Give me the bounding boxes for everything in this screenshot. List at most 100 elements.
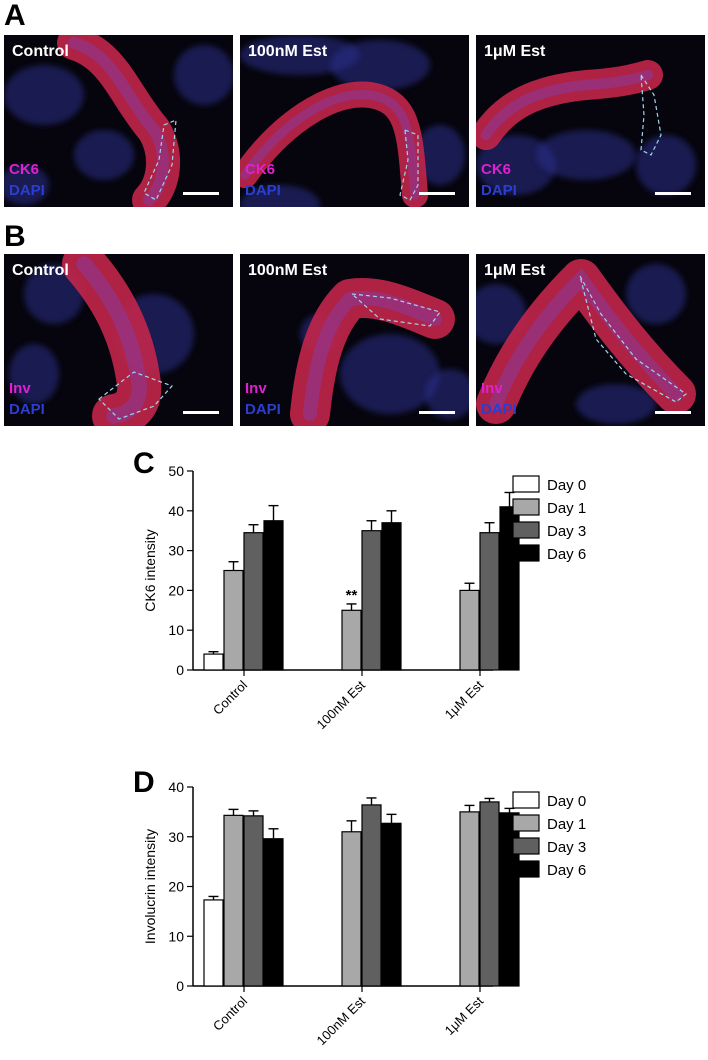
scale-bar <box>655 192 691 195</box>
stain-marker-label: CK6 <box>481 161 512 178</box>
y-tick-label: 20 <box>168 879 184 895</box>
x-tick-label: Control <box>210 993 250 1033</box>
bar-day-3 <box>361 530 382 671</box>
bar-day-1 <box>341 831 362 987</box>
bar-day-1 <box>459 811 480 987</box>
legend-swatch <box>512 837 540 855</box>
bar-day-0 <box>203 653 224 671</box>
y-tick-label: 40 <box>168 779 184 795</box>
y-tick-label: 30 <box>168 543 184 559</box>
legend-label: Day 3 <box>547 839 586 856</box>
stain-marker-label: Inv <box>245 380 267 397</box>
legend-label: Day 0 <box>547 477 586 494</box>
bar-day-3 <box>479 532 500 671</box>
panel-letter-a: A <box>4 0 26 32</box>
y-tick-label: 30 <box>168 829 184 845</box>
legend-label: Day 1 <box>547 816 586 833</box>
scale-bar <box>419 411 455 414</box>
dapi-label: DAPI <box>9 182 45 199</box>
legend-swatch <box>512 791 540 809</box>
bar-day-1 <box>341 609 362 671</box>
dapi-label: DAPI <box>245 401 281 418</box>
y-axis-label: Involucrin intensity <box>142 829 158 944</box>
y-tick-label: 50 <box>168 463 184 479</box>
legend-swatch <box>512 521 540 539</box>
dapi-label: DAPI <box>481 401 517 418</box>
bar-day-3 <box>243 532 264 671</box>
bar-day-6 <box>381 822 402 987</box>
scale-bar <box>655 411 691 414</box>
tissue-stain-image <box>476 60 696 195</box>
y-tick-label: 10 <box>168 928 184 944</box>
micrograph-panel-b-3: 1μM Est Inv DAPI <box>476 254 705 426</box>
condition-label: 100nM Est <box>248 262 328 279</box>
region-outline <box>350 293 441 327</box>
bar-day-3 <box>479 801 500 987</box>
micrograph-panel-a-3: 1μM Est CK6 DAPI <box>476 35 705 207</box>
dapi-label: DAPI <box>481 182 517 199</box>
involucrin-intensity-chart: 0 10 20 30 40 Involucrin intensity Control 100n… <box>142 779 586 1048</box>
tissue-stain-image <box>476 259 696 424</box>
panel-letter-b: B <box>4 220 26 253</box>
dapi-label: DAPI <box>245 182 281 199</box>
stain-marker-label: Inv <box>481 380 503 397</box>
condition-label: 1μM Est <box>484 43 546 60</box>
scale-bar <box>183 411 219 414</box>
legend-swatch <box>512 544 540 562</box>
legend-label: Day 3 <box>547 523 586 540</box>
significance-marker: ** <box>346 587 358 604</box>
y-tick-label: 0 <box>176 978 184 994</box>
panel-letter-c: C <box>133 447 155 480</box>
bar-day-6 <box>263 838 284 987</box>
legend-label: Day 6 <box>547 546 586 563</box>
tissue-stain-image <box>9 254 194 426</box>
legend-label: Day 6 <box>547 862 586 879</box>
micrograph-panel-b-2: 100nM Est Inv DAPI <box>240 254 469 426</box>
region-outline <box>579 275 688 403</box>
y-tick-label: 10 <box>168 622 184 638</box>
dapi-label: DAPI <box>9 401 45 418</box>
condition-label: Control <box>12 262 69 279</box>
bar-day-6 <box>381 522 402 671</box>
scale-bar <box>419 192 455 195</box>
tissue-stain-image <box>4 35 233 207</box>
y-tick-label: 0 <box>176 662 184 678</box>
x-tick-label: Control <box>210 677 250 717</box>
bar-day-3 <box>361 804 382 987</box>
bar-day-1 <box>223 569 244 671</box>
tissue-stain-image <box>290 278 469 426</box>
panel-letter-d: D <box>133 766 155 799</box>
condition-label: 100nM Est <box>248 43 328 60</box>
stain-marker-label: Inv <box>9 380 31 397</box>
y-axis-label: CK6 intensity <box>142 529 158 611</box>
stain-marker-label: CK6 <box>9 161 40 178</box>
legend-label: Day 1 <box>547 500 586 517</box>
x-tick-label: 1μM Est <box>442 677 487 722</box>
micrograph-panel-b-1: Control Inv DAPI <box>4 254 233 426</box>
y-tick-label: 40 <box>168 503 184 519</box>
micrograph-panel-a-2: 100nM Est CK6 DAPI <box>240 35 469 207</box>
legend-swatch <box>512 475 540 493</box>
region-outline <box>98 371 174 420</box>
scale-bar <box>183 192 219 195</box>
x-tick-label: 100nM Est <box>314 677 369 732</box>
x-tick-label: 1μM Est <box>442 993 487 1038</box>
ck6-intensity-chart: 0 10 20 30 40 50 CK6 intensity Control 100nM Est… <box>142 463 586 732</box>
tissue-stain-image <box>240 35 465 207</box>
legend-swatch <box>512 860 540 878</box>
condition-label: Control <box>12 43 69 60</box>
x-tick-label: 100nM Est <box>314 993 369 1048</box>
legend-label: Day 0 <box>547 793 586 810</box>
bar-day-0 <box>203 899 224 987</box>
legend-swatch <box>512 498 540 516</box>
bar-day-6 <box>263 520 284 671</box>
legend-swatch <box>512 814 540 832</box>
micrograph-panel-a-1: Control CK6 DAPI <box>4 35 233 207</box>
bar-day-1 <box>223 814 244 987</box>
region-outline <box>640 74 662 156</box>
bar-day-3 <box>243 815 264 987</box>
y-tick-label: 20 <box>168 582 184 598</box>
region-outline <box>399 129 419 201</box>
bar-day-1 <box>459 589 480 671</box>
stain-marker-label: CK6 <box>245 161 276 178</box>
